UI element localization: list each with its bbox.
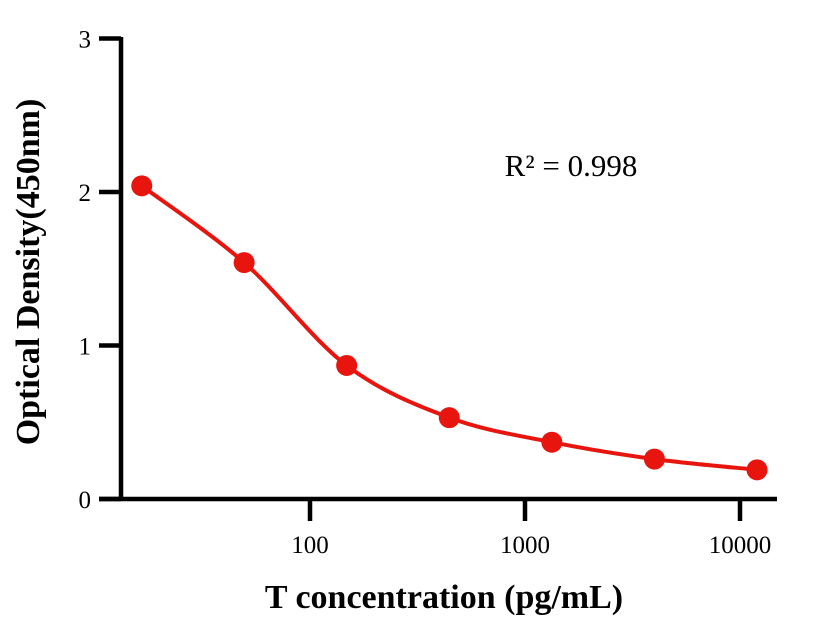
y-tick-label: 1 (79, 334, 92, 361)
y-axis-title: Optical Density(450nm) (10, 98, 47, 446)
data-point-marker (643, 448, 665, 470)
y-tick-label: 0 (79, 487, 92, 514)
x-tick-label: 10000 (709, 532, 772, 559)
y-tick-label: 3 (79, 27, 92, 54)
data-point-marker (336, 354, 358, 376)
data-point-marker (131, 175, 153, 197)
y-tick-label: 2 (79, 180, 92, 207)
data-point-marker (438, 407, 460, 429)
x-tick-label: 100 (291, 532, 329, 559)
data-point-marker (746, 459, 768, 481)
x-tick-label: 1000 (500, 532, 550, 559)
data-point-marker (541, 431, 563, 453)
r-squared-annotation: R² = 0.998 (504, 148, 638, 183)
x-axis-title: T concentration (pg/mL) (264, 579, 624, 616)
data-point-marker (233, 252, 255, 274)
